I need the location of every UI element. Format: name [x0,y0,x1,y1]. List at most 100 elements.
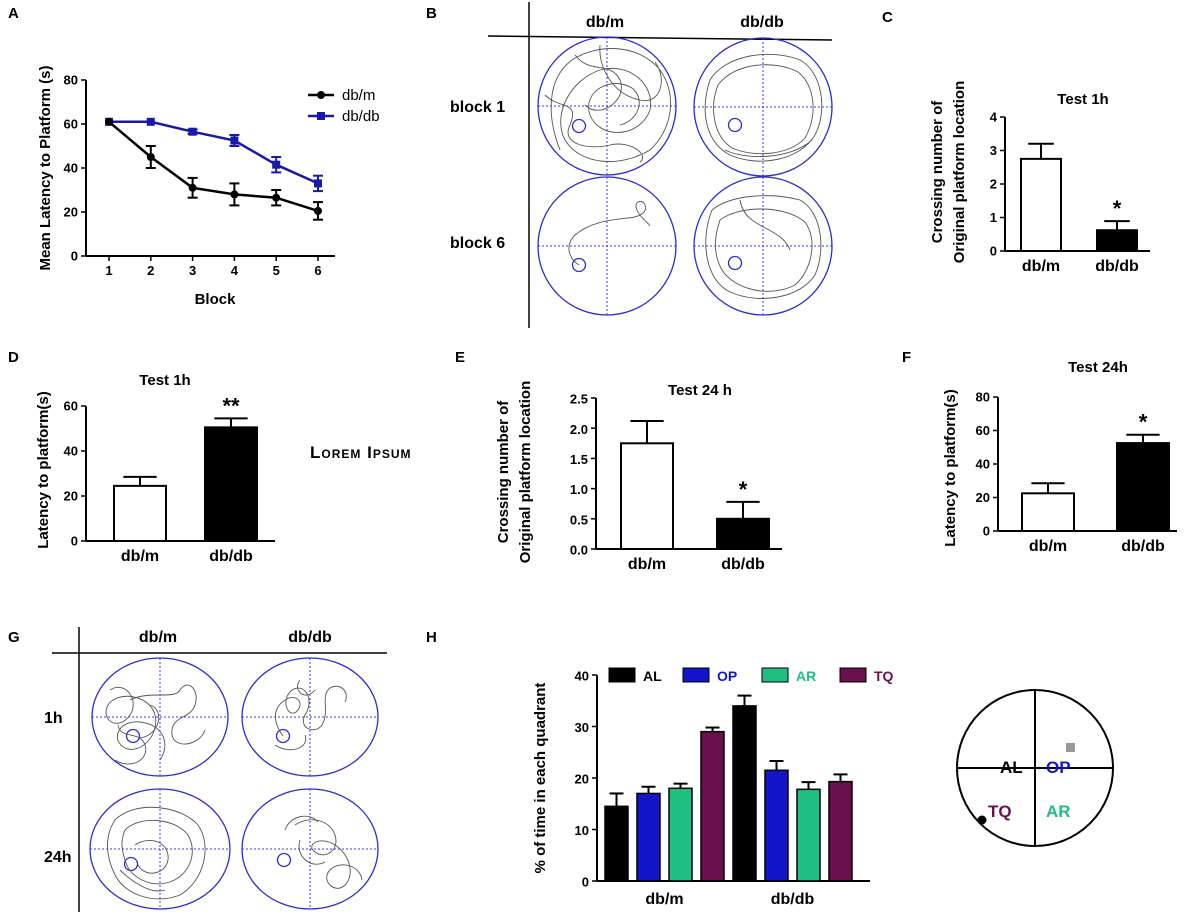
grid-b-horizontal [487,35,833,41]
bar-OP-db-m [636,792,661,882]
panel-e: E 0.0 0.5 1.0 1.5 2.0 2.5 Crossing number of Or… [455,349,782,573]
swim-path [568,200,651,266]
y-tick-label: 0.5 [570,512,588,527]
legend-marker [317,112,325,120]
platform-marker [571,118,587,134]
panel-b-row-block6: block 6 [450,235,505,252]
legend-marker [317,91,325,99]
chart-e: 0.0 0.5 1.0 1.5 2.0 2.5 Crossing number of Orig… [495,381,782,573]
y-tick-label: 2.0 [570,422,588,437]
data-point [314,179,322,188]
panel-g-col-dbdb: db/db [288,629,332,646]
panel-letter-h: H [426,629,437,646]
legend-swatch [682,667,710,683]
bar-db-db [204,426,258,542]
chart-title: Test 24 h [668,382,732,399]
x-category-label: db/m [645,891,683,908]
panel-b-col-dbm: db/m [586,14,624,31]
bar-db-m [620,442,674,550]
y-tick-label: 1.5 [570,452,588,467]
y-tick-label: 40 [976,457,990,472]
bar-TQ-db-db [828,780,853,882]
panel-g-row-24h: 24h [44,849,72,866]
y-tick-label: 0 [71,249,78,264]
y-tick-label: 1.0 [570,482,588,497]
swim-path [105,684,206,765]
swim-path [544,44,672,163]
start-point-marker [977,815,987,825]
chart-c: 0 1 2 3 4 Crossing number of Original platform… [929,81,1150,275]
x-tick-label: 2 [147,263,154,278]
chart-h: 0 10 20 30 40 % of time in each quadrant db/m d… [532,667,894,908]
panel-letter-d: D [8,349,19,366]
legend-label: OP [717,668,737,684]
panel-d: D 0 20 40 60 Latency to platform(s) Test 1h db… [8,349,275,565]
significance-marker: * [1113,196,1122,221]
y-tick-label: 80 [976,390,990,405]
legend-swatch [761,667,789,683]
quadrant-label-op: OP [1046,758,1071,777]
y-axis-label: Mean Latency to Platform (s) [37,65,54,270]
y-axis-label: % of time in each quadrant [532,683,549,874]
swim-path [705,195,822,299]
quadrant-diagram: AL OP TQ AR [956,689,1114,847]
x-tick-label: 1 [105,263,112,278]
y-tick-label: 20 [64,205,78,220]
quadrant-label-ar: AR [1046,802,1071,821]
x-category-label: db/m [1029,538,1067,555]
data-point [230,136,239,145]
significance-marker: * [1139,410,1148,435]
panel-a: A 0 20 40 60 80 Mean Latency to Platform (s) 1… [8,5,380,308]
data-point [188,183,197,192]
quadrant-label-al: AL [1000,758,1023,777]
y-tick-label: 40 [575,669,589,684]
series-line-db-m [108,120,319,213]
y-tick-label: 0 [983,524,990,539]
x-tick-label: 4 [231,263,239,278]
y-tick-label: 0 [990,244,997,259]
bar-AL-db-m [604,805,629,882]
platform-marker [727,255,743,271]
y-axis-label-line1: Crossing number of [495,400,512,544]
y-tick-label: 20 [976,490,990,505]
y-tick-label: 0.0 [570,543,588,558]
x-category-label: db/m [628,556,666,573]
y-axis-label-line2: Original platform location [517,381,534,564]
target-platform-marker [1066,743,1075,752]
quadrant-label-tq: TQ [988,802,1012,821]
y-tick-label: 10 [575,823,589,838]
y-tick-label: 30 [575,720,589,735]
x-tick-label: 5 [273,263,280,278]
data-point [314,206,322,215]
panel-letter-a: A [8,5,19,22]
chart-f: 0 20 40 60 80 Latency to platform(s) Test 24h d… [942,359,1177,555]
panel-letter-b: B [426,5,437,22]
bar-db-m [1020,157,1062,252]
legend-label: TQ [874,668,894,684]
x-tick-label: 3 [189,263,196,278]
panel-letter-f: F [902,349,911,366]
panel-g-col-dbm: db/m [139,629,177,646]
x-category-label: db/db [721,556,765,573]
series-line-db-db [109,120,319,185]
panel-g: G db/m db/db 1h 24h [8,627,387,912]
y-tick-label: 2.5 [570,392,588,407]
chart-a: 0 20 40 60 80 Mean Latency to Platform (s) 1 2 3… [37,65,380,308]
data-point [105,117,113,126]
y-axis-label-line1: Crossing number of [929,100,946,244]
pool-b-dbdb-block6 [693,176,833,316]
bar-db-db [1096,229,1138,252]
panel-g-row-1h: 1h [44,710,63,727]
y-tick-label: 3 [990,143,997,158]
bar-AR-db-m [668,787,693,882]
chart-d: 0 20 40 60 Latency to platform(s) Test 1h db/m… [35,372,275,565]
panel-b: B db/m db/db block 1 block 6 [426,2,833,328]
overlay-text: Lorem Ipsum [310,443,412,462]
y-tick-label: 1 [990,210,997,225]
panel-letter-c: C [882,9,893,26]
platform-marker [125,728,141,744]
x-category-label: db/m [1022,258,1060,275]
legend-label: AL [643,668,662,684]
y-tick-label: 0 [71,534,78,549]
